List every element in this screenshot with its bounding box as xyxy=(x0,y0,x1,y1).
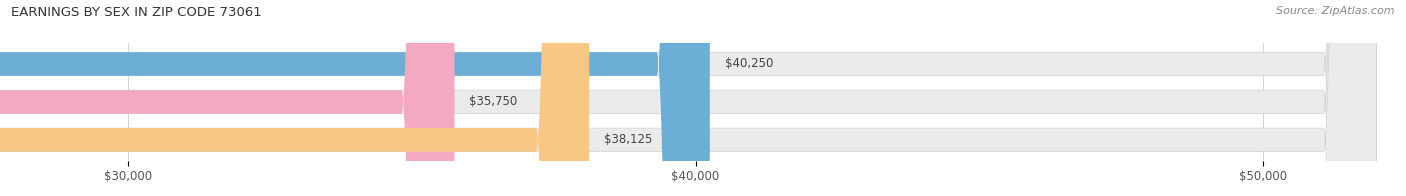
Text: EARNINGS BY SEX IN ZIP CODE 73061: EARNINGS BY SEX IN ZIP CODE 73061 xyxy=(11,6,262,19)
FancyBboxPatch shape xyxy=(0,0,589,196)
FancyBboxPatch shape xyxy=(0,0,1376,196)
FancyBboxPatch shape xyxy=(0,0,710,196)
FancyBboxPatch shape xyxy=(0,0,1376,196)
Text: Source: ZipAtlas.com: Source: ZipAtlas.com xyxy=(1277,6,1395,16)
Text: $38,125: $38,125 xyxy=(605,133,652,146)
FancyBboxPatch shape xyxy=(0,0,454,196)
Text: $40,250: $40,250 xyxy=(724,57,773,71)
FancyBboxPatch shape xyxy=(0,0,1376,196)
Text: $35,750: $35,750 xyxy=(470,95,517,108)
